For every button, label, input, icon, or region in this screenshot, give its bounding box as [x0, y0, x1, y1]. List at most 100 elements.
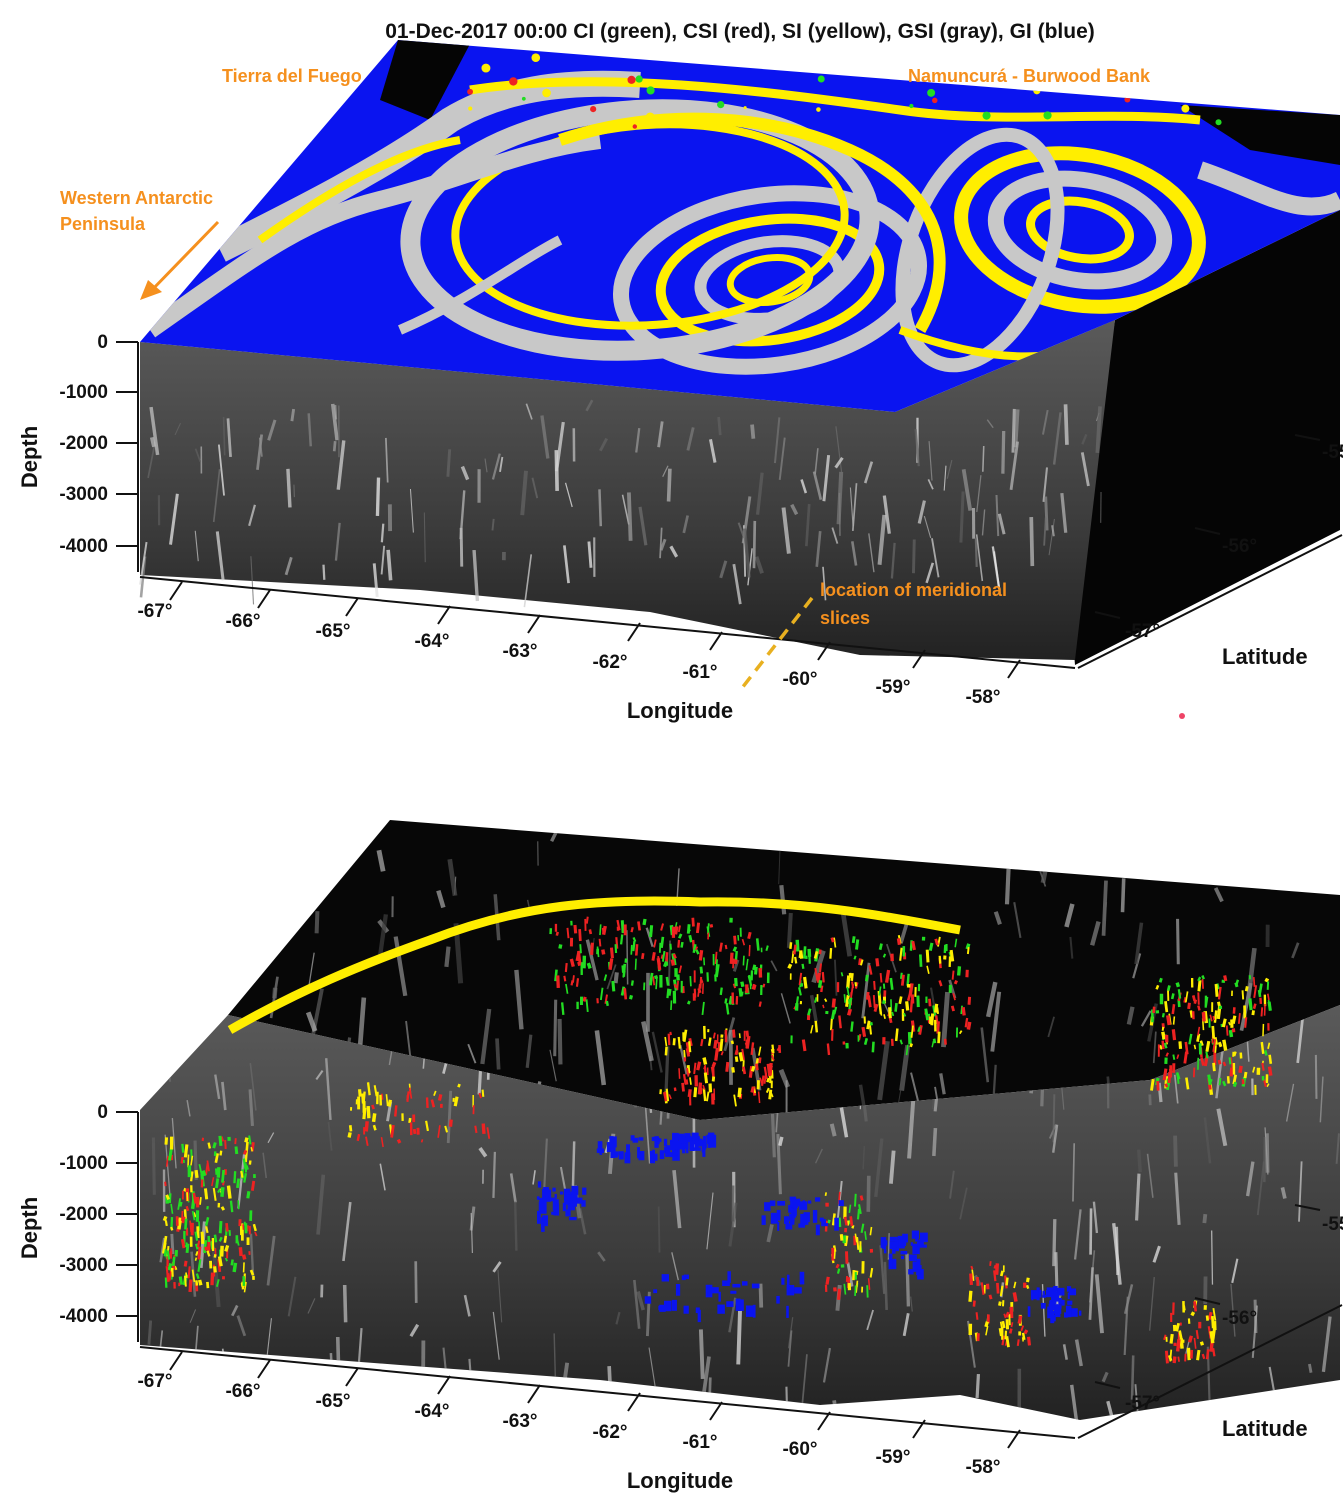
relief-streak — [671, 1252, 679, 1281]
instability-mark — [1205, 1040, 1211, 1052]
instability-mark — [741, 938, 746, 946]
chart-title: 01-Dec-2017 00:00 CI (green), CSI (red),… — [385, 20, 1095, 43]
instability-mark — [243, 1149, 248, 1155]
instability-mark — [408, 1087, 413, 1099]
relief-streak — [790, 503, 799, 516]
instability-mark — [737, 1299, 744, 1311]
relief-streak — [831, 527, 839, 544]
instability-mark — [758, 1046, 762, 1056]
instability-mark — [725, 1061, 730, 1072]
instability-mark — [985, 1325, 989, 1336]
relief-streak — [598, 489, 603, 527]
relief-streak — [459, 490, 466, 540]
instability-mark — [559, 1191, 564, 1195]
instability-mark — [659, 1304, 666, 1312]
relief-streak — [928, 441, 933, 481]
instability-mark — [630, 980, 634, 986]
instability-mark — [1232, 1007, 1236, 1014]
instability-mark — [1065, 1305, 1072, 1318]
instability-mark — [197, 1246, 202, 1260]
instability-mark — [822, 1004, 825, 1009]
relief-streak — [1103, 902, 1108, 921]
instability-mark — [718, 942, 723, 952]
instability-mark — [1195, 1329, 1199, 1339]
instability-mark — [220, 1187, 225, 1197]
instability-mark — [817, 979, 823, 988]
instability-mark — [649, 1150, 656, 1164]
instability-mark — [1207, 1074, 1212, 1086]
instability-mark — [860, 1223, 865, 1233]
relief-streak — [932, 1127, 938, 1157]
relief-streak — [981, 509, 986, 536]
instability-mark — [839, 1234, 844, 1241]
relief-streak — [888, 1150, 896, 1184]
relief-streak — [805, 503, 811, 547]
top-lon-tick: -67° — [137, 601, 172, 622]
instability-mark — [712, 1032, 716, 1039]
instability-mark — [707, 1037, 712, 1047]
instability-mark — [162, 1235, 168, 1249]
instability-mark — [620, 986, 626, 996]
instability-mark — [917, 1269, 924, 1280]
surface-fleck — [717, 100, 725, 109]
instability-mark — [610, 1139, 615, 1151]
relief-streak — [307, 413, 312, 447]
relief-streak — [308, 952, 315, 986]
instability-mark — [702, 1057, 708, 1065]
instability-mark — [1209, 1014, 1213, 1022]
relief-streak — [557, 1018, 563, 1065]
instability-mark — [908, 1269, 914, 1275]
instability-mark — [702, 1084, 706, 1090]
relief-streak — [342, 1284, 348, 1323]
top-depth-axis: 0 -1000 -2000 -3000 -4000 Depth — [17, 332, 139, 572]
instability-mark — [585, 999, 589, 1013]
instability-mark — [737, 1087, 742, 1098]
instability-mark — [551, 1211, 556, 1215]
instability-mark — [821, 1219, 827, 1227]
instability-mark — [1166, 985, 1171, 992]
relief-streak — [874, 1138, 884, 1198]
instability-mark — [621, 965, 625, 973]
relief-streak — [800, 1354, 808, 1410]
bottom-lon-tick: -61° — [682, 1432, 717, 1453]
instability-mark — [869, 1267, 874, 1278]
instability-mark — [863, 1037, 869, 1046]
instability-mark — [396, 1138, 402, 1144]
instability-mark — [1165, 1052, 1169, 1057]
instability-mark — [751, 1283, 760, 1289]
instability-mark — [603, 974, 608, 982]
instability-mark — [820, 985, 824, 993]
instability-mark — [804, 955, 808, 960]
instability-mark — [1229, 1067, 1234, 1077]
instability-mark — [1176, 1339, 1181, 1352]
relief-streak — [1013, 409, 1020, 448]
instability-mark — [1164, 1083, 1169, 1088]
instability-mark — [926, 965, 930, 975]
instability-mark — [733, 959, 738, 965]
instability-mark — [695, 1138, 703, 1146]
relief-streak — [305, 1011, 318, 1032]
instability-mark — [1171, 1029, 1177, 1041]
relief-streak — [728, 1297, 737, 1333]
instability-mark — [692, 943, 697, 954]
instability-mark — [1004, 1330, 1008, 1340]
instability-mark — [642, 918, 647, 926]
relief-streak — [927, 479, 934, 490]
instability-mark — [889, 1241, 897, 1250]
relief-streak — [385, 437, 389, 483]
instability-mark — [732, 1283, 741, 1288]
relief-streak — [648, 1347, 656, 1388]
relief-streak — [621, 494, 630, 525]
relief-streak — [851, 541, 858, 566]
instability-mark — [474, 1125, 478, 1134]
instability-mark — [1209, 1331, 1215, 1344]
instability-mark — [751, 983, 756, 990]
instability-mark — [698, 949, 704, 961]
relief-streak — [659, 538, 667, 551]
instability-mark — [1172, 1016, 1176, 1025]
surface-fleck — [825, 51, 829, 55]
bottom-lon-label: Longitude — [627, 1468, 733, 1493]
instability-mark — [653, 975, 659, 980]
instability-mark — [837, 1288, 841, 1300]
instability-mark — [859, 1195, 864, 1201]
